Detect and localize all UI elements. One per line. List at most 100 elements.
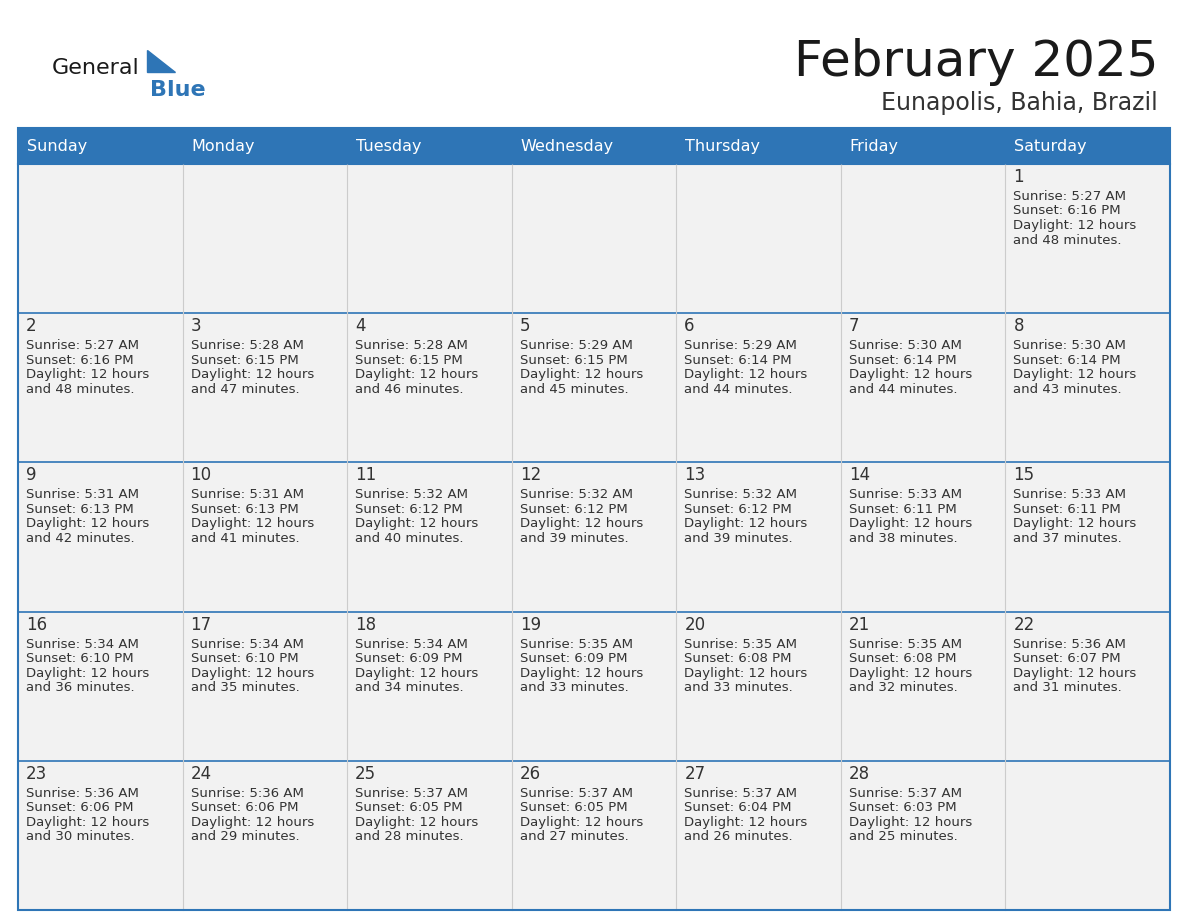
Text: 10: 10: [190, 466, 211, 485]
Text: Daylight: 12 hours: Daylight: 12 hours: [190, 816, 314, 829]
Text: and 40 minutes.: and 40 minutes.: [355, 532, 463, 545]
Bar: [512, 164, 676, 313]
Text: Sunrise: 5:36 AM: Sunrise: 5:36 AM: [190, 787, 303, 800]
Text: Tuesday: Tuesday: [356, 139, 422, 153]
Text: and 44 minutes.: and 44 minutes.: [684, 383, 792, 396]
Bar: [18, 611, 183, 761]
Bar: [347, 761, 512, 910]
Text: Sunset: 6:12 PM: Sunset: 6:12 PM: [519, 503, 627, 516]
Text: Sunset: 6:15 PM: Sunset: 6:15 PM: [355, 353, 463, 366]
Text: 27: 27: [684, 765, 706, 783]
Text: Sunset: 6:05 PM: Sunset: 6:05 PM: [519, 801, 627, 814]
Text: Sunrise: 5:37 AM: Sunrise: 5:37 AM: [355, 787, 468, 800]
Text: 20: 20: [684, 616, 706, 633]
Text: Sunrise: 5:35 AM: Sunrise: 5:35 AM: [684, 638, 797, 651]
Text: Sunset: 6:04 PM: Sunset: 6:04 PM: [684, 801, 791, 814]
Bar: [1005, 313, 1170, 463]
Text: and 36 minutes.: and 36 minutes.: [26, 681, 134, 694]
Bar: [841, 761, 1005, 910]
Text: Daylight: 12 hours: Daylight: 12 hours: [849, 816, 972, 829]
Bar: [183, 463, 347, 611]
Text: Sunset: 6:16 PM: Sunset: 6:16 PM: [26, 353, 133, 366]
Text: Sunset: 6:12 PM: Sunset: 6:12 PM: [684, 503, 792, 516]
Text: 25: 25: [355, 765, 377, 783]
Text: and 28 minutes.: and 28 minutes.: [355, 830, 463, 844]
Text: 16: 16: [26, 616, 48, 633]
Text: Sunset: 6:10 PM: Sunset: 6:10 PM: [26, 652, 133, 666]
Bar: [183, 761, 347, 910]
Text: Sunset: 6:13 PM: Sunset: 6:13 PM: [190, 503, 298, 516]
Polygon shape: [147, 50, 175, 72]
Text: 8: 8: [1013, 318, 1024, 335]
Text: February 2025: February 2025: [794, 38, 1158, 86]
Text: Sunrise: 5:34 AM: Sunrise: 5:34 AM: [26, 638, 139, 651]
Text: 15: 15: [1013, 466, 1035, 485]
Bar: [841, 128, 1005, 164]
Text: 14: 14: [849, 466, 870, 485]
Bar: [512, 761, 676, 910]
Bar: [1005, 761, 1170, 910]
Text: 22: 22: [1013, 616, 1035, 633]
Text: 17: 17: [190, 616, 211, 633]
Bar: [1005, 611, 1170, 761]
Text: Sunset: 6:08 PM: Sunset: 6:08 PM: [849, 652, 956, 666]
Text: 9: 9: [26, 466, 37, 485]
Bar: [347, 313, 512, 463]
Text: Sunrise: 5:31 AM: Sunrise: 5:31 AM: [26, 488, 139, 501]
Text: 26: 26: [519, 765, 541, 783]
Text: Sunset: 6:15 PM: Sunset: 6:15 PM: [519, 353, 627, 366]
Text: and 34 minutes.: and 34 minutes.: [355, 681, 463, 694]
Text: Sunset: 6:10 PM: Sunset: 6:10 PM: [190, 652, 298, 666]
Bar: [183, 164, 347, 313]
Text: 3: 3: [190, 318, 201, 335]
Text: Blue: Blue: [150, 80, 206, 100]
Text: 21: 21: [849, 616, 870, 633]
Text: 6: 6: [684, 318, 695, 335]
Text: Sunrise: 5:33 AM: Sunrise: 5:33 AM: [849, 488, 962, 501]
Text: Sunset: 6:11 PM: Sunset: 6:11 PM: [849, 503, 956, 516]
Text: Sunset: 6:14 PM: Sunset: 6:14 PM: [849, 353, 956, 366]
Text: Sunrise: 5:32 AM: Sunrise: 5:32 AM: [519, 488, 633, 501]
Bar: [1005, 463, 1170, 611]
Text: Sunset: 6:07 PM: Sunset: 6:07 PM: [1013, 652, 1121, 666]
Text: Sunset: 6:06 PM: Sunset: 6:06 PM: [190, 801, 298, 814]
Text: Sunrise: 5:35 AM: Sunrise: 5:35 AM: [849, 638, 962, 651]
Text: and 31 minutes.: and 31 minutes.: [1013, 681, 1123, 694]
Bar: [18, 761, 183, 910]
Text: Sunrise: 5:28 AM: Sunrise: 5:28 AM: [355, 339, 468, 353]
Text: and 46 minutes.: and 46 minutes.: [355, 383, 463, 396]
Bar: [183, 611, 347, 761]
Text: 23: 23: [26, 765, 48, 783]
Text: and 38 minutes.: and 38 minutes.: [849, 532, 958, 545]
Text: Sunset: 6:14 PM: Sunset: 6:14 PM: [684, 353, 792, 366]
Text: Saturday: Saturday: [1015, 139, 1087, 153]
Text: Daylight: 12 hours: Daylight: 12 hours: [355, 666, 479, 679]
Text: Sunset: 6:13 PM: Sunset: 6:13 PM: [26, 503, 134, 516]
Text: Sunrise: 5:34 AM: Sunrise: 5:34 AM: [190, 638, 303, 651]
Text: and 29 minutes.: and 29 minutes.: [190, 830, 299, 844]
Bar: [1005, 164, 1170, 313]
Text: and 37 minutes.: and 37 minutes.: [1013, 532, 1123, 545]
Text: Daylight: 12 hours: Daylight: 12 hours: [355, 816, 479, 829]
Text: 12: 12: [519, 466, 541, 485]
Text: Daylight: 12 hours: Daylight: 12 hours: [519, 518, 643, 531]
Text: and 48 minutes.: and 48 minutes.: [26, 383, 134, 396]
Text: Daylight: 12 hours: Daylight: 12 hours: [355, 368, 479, 381]
Text: Sunset: 6:03 PM: Sunset: 6:03 PM: [849, 801, 956, 814]
Bar: [347, 164, 512, 313]
Text: and 33 minutes.: and 33 minutes.: [684, 681, 794, 694]
Text: Sunrise: 5:37 AM: Sunrise: 5:37 AM: [684, 787, 797, 800]
Bar: [512, 611, 676, 761]
Text: Sunrise: 5:36 AM: Sunrise: 5:36 AM: [26, 787, 139, 800]
Text: and 39 minutes.: and 39 minutes.: [684, 532, 792, 545]
Text: Sunset: 6:12 PM: Sunset: 6:12 PM: [355, 503, 463, 516]
Text: Daylight: 12 hours: Daylight: 12 hours: [1013, 518, 1137, 531]
Text: Sunrise: 5:28 AM: Sunrise: 5:28 AM: [190, 339, 303, 353]
Bar: [841, 611, 1005, 761]
Bar: [676, 313, 841, 463]
Text: and 45 minutes.: and 45 minutes.: [519, 383, 628, 396]
Bar: [676, 761, 841, 910]
Text: and 35 minutes.: and 35 minutes.: [190, 681, 299, 694]
Text: Sunset: 6:09 PM: Sunset: 6:09 PM: [519, 652, 627, 666]
Text: Sunset: 6:16 PM: Sunset: 6:16 PM: [1013, 205, 1121, 218]
